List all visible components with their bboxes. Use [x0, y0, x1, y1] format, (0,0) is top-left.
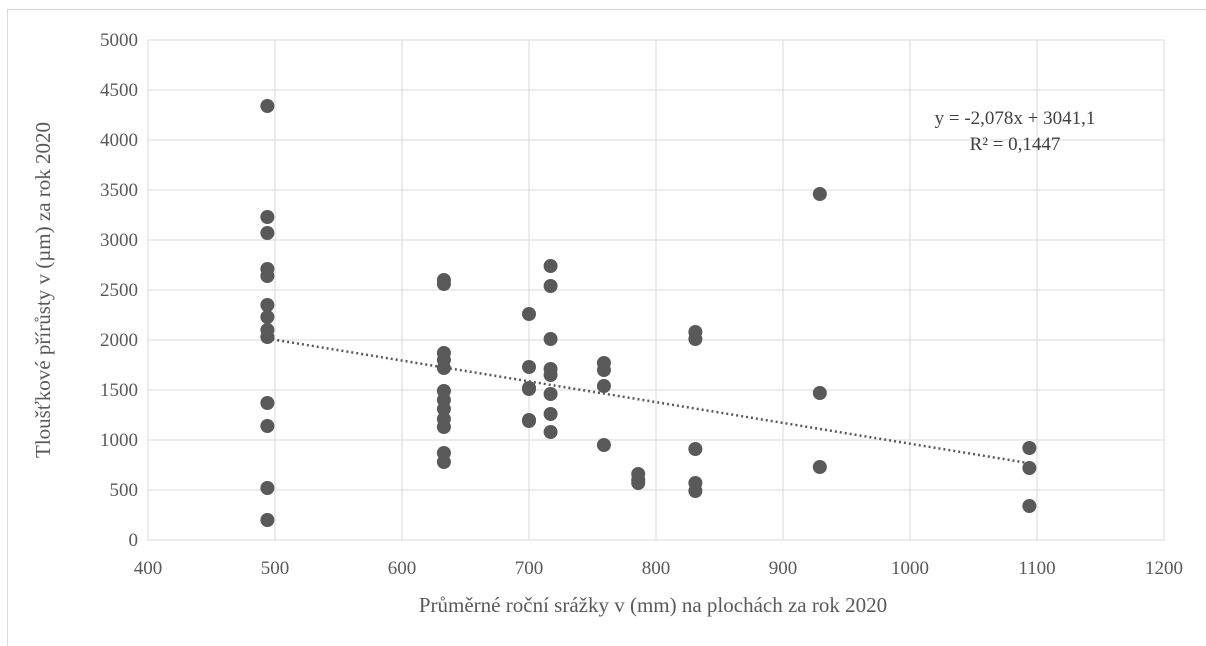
r-squared-label: R² = 0,1447	[970, 134, 1061, 155]
data-point	[436, 455, 451, 469]
trendline-equation: y = -2,078x + 3041,1	[935, 108, 1096, 129]
x-tick-label: 700	[515, 558, 544, 579]
y-tick-label: 2000	[100, 330, 138, 351]
y-tick-labels: 0 500 1000 1500 2000 2500 3000 3500 4000 4500 5000	[100, 30, 138, 551]
data-point	[1022, 441, 1037, 455]
data-point	[688, 332, 703, 346]
data-point	[543, 332, 558, 346]
y-tick-label: 3500	[100, 180, 138, 201]
data-point	[260, 513, 275, 527]
x-tick-label: 1200	[1145, 558, 1183, 579]
data-point	[260, 310, 275, 324]
grid	[147, 39, 1165, 541]
x-tick-label: 500	[261, 558, 290, 579]
data-point	[260, 330, 275, 344]
data-point	[436, 277, 451, 291]
y-axis-title: Tloušťkové přírůsty v (µm) za rok 2020	[31, 122, 55, 458]
data-point	[688, 442, 703, 456]
data-point	[631, 476, 646, 490]
data-point	[522, 382, 536, 396]
data-point	[543, 279, 558, 293]
trendline	[267, 337, 1030, 465]
x-tick-labels: 400 500 600 700 800 900 1000 1100 1200	[134, 558, 1183, 579]
y-tick-label: 1500	[100, 380, 138, 401]
data-point	[260, 481, 275, 495]
y-tick-label: 0	[129, 530, 139, 551]
data-point	[522, 307, 536, 321]
y-tick-label: 500	[110, 480, 139, 501]
data-point	[436, 420, 451, 434]
data-point	[1022, 461, 1037, 475]
data-point	[260, 226, 275, 240]
data-point	[543, 368, 558, 382]
data-points	[260, 99, 1037, 527]
y-tick-label: 1000	[100, 430, 138, 451]
data-point	[596, 438, 611, 452]
y-tick-label: 5000	[100, 30, 138, 51]
data-point	[812, 460, 827, 474]
data-point	[436, 361, 451, 375]
x-tick-label: 1100	[1018, 558, 1055, 579]
data-point	[260, 269, 275, 283]
data-point	[543, 425, 558, 439]
data-point	[543, 407, 558, 421]
data-point	[596, 379, 611, 393]
data-point	[522, 414, 536, 428]
data-point	[543, 387, 558, 401]
x-tick-label: 600	[388, 558, 417, 579]
data-point	[543, 259, 558, 273]
x-tick-label: 800	[642, 558, 671, 579]
data-point	[436, 402, 451, 416]
data-point	[812, 386, 827, 400]
data-point	[522, 360, 536, 374]
data-point	[260, 99, 275, 113]
data-point	[260, 419, 275, 433]
data-point	[812, 187, 827, 201]
y-tick-label: 4000	[100, 130, 138, 151]
data-point	[688, 484, 703, 498]
chart-frame	[7, 9, 1206, 646]
y-tick-label: 2500	[100, 280, 138, 301]
x-tick-label: 1000	[891, 558, 929, 579]
data-point	[596, 363, 611, 377]
x-axis-title: Průměrné roční srážky v (mm) na plochách…	[419, 593, 887, 617]
x-tick-label: 400	[134, 558, 163, 579]
data-point	[260, 396, 275, 410]
y-tick-label: 4500	[100, 80, 138, 101]
y-tick-label: 3000	[100, 230, 138, 251]
data-point	[1022, 499, 1037, 513]
data-point	[260, 298, 275, 312]
x-tick-label: 900	[769, 558, 798, 579]
data-point	[260, 210, 275, 224]
